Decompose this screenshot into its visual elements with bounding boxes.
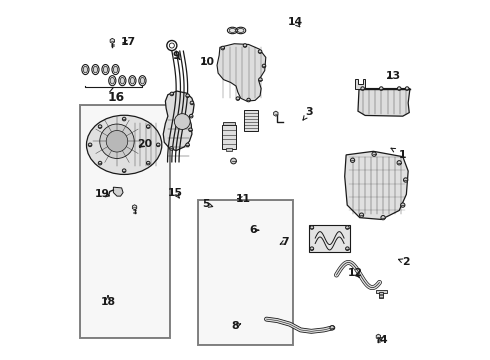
Bar (221, 125, 236, 149)
Text: 1: 1 (391, 148, 407, 160)
Circle shape (174, 114, 190, 130)
Bar (309, 225, 350, 252)
Ellipse shape (87, 115, 162, 175)
Circle shape (397, 161, 401, 165)
Circle shape (147, 161, 150, 165)
Text: 11: 11 (236, 194, 251, 204)
Circle shape (401, 203, 405, 207)
Text: 14: 14 (288, 17, 303, 27)
Circle shape (186, 143, 190, 147)
Circle shape (170, 92, 173, 96)
Circle shape (122, 169, 126, 172)
Circle shape (310, 247, 314, 251)
Polygon shape (217, 44, 266, 101)
Bar (226, 148, 232, 152)
Circle shape (88, 143, 92, 147)
Ellipse shape (83, 66, 88, 73)
Text: 10: 10 (200, 57, 215, 67)
Text: 16: 16 (108, 91, 125, 104)
Circle shape (98, 161, 102, 165)
Text: 13: 13 (386, 71, 401, 81)
Polygon shape (376, 334, 381, 339)
Circle shape (310, 226, 314, 229)
Bar (379, 292, 383, 298)
Circle shape (405, 87, 409, 90)
Polygon shape (344, 151, 408, 220)
Circle shape (345, 247, 349, 251)
Polygon shape (163, 91, 194, 150)
Circle shape (258, 50, 262, 53)
Ellipse shape (130, 77, 135, 84)
Polygon shape (355, 79, 366, 89)
Text: 12: 12 (348, 268, 363, 278)
Circle shape (156, 143, 160, 147)
Circle shape (186, 94, 190, 98)
Circle shape (236, 97, 240, 100)
Circle shape (350, 158, 355, 162)
Ellipse shape (120, 77, 124, 84)
Circle shape (361, 87, 365, 90)
Bar (80, 105, 170, 338)
Circle shape (403, 178, 408, 182)
Ellipse shape (93, 66, 98, 73)
Text: 15: 15 (168, 188, 183, 198)
Bar (198, 200, 294, 345)
Text: 2: 2 (398, 257, 410, 267)
Circle shape (100, 124, 134, 158)
Circle shape (170, 147, 173, 150)
Ellipse shape (140, 77, 145, 84)
Circle shape (381, 216, 385, 220)
Circle shape (98, 125, 102, 129)
Circle shape (190, 114, 193, 118)
Ellipse shape (113, 66, 118, 73)
Circle shape (106, 131, 128, 152)
Ellipse shape (229, 28, 236, 32)
Circle shape (122, 117, 126, 121)
Circle shape (247, 98, 250, 102)
Circle shape (259, 78, 262, 81)
Polygon shape (358, 89, 410, 116)
Text: 7: 7 (280, 237, 289, 247)
Ellipse shape (238, 28, 244, 32)
Polygon shape (274, 111, 278, 116)
Text: 19: 19 (95, 189, 110, 199)
Text: 6: 6 (249, 225, 259, 235)
Circle shape (243, 44, 247, 47)
Polygon shape (132, 205, 137, 210)
Circle shape (190, 101, 194, 105)
Circle shape (359, 213, 364, 217)
Circle shape (345, 226, 349, 229)
Circle shape (189, 128, 192, 132)
Text: 4: 4 (378, 334, 387, 345)
Circle shape (330, 325, 334, 330)
Text: 20: 20 (137, 139, 152, 149)
Bar (244, 111, 258, 131)
Circle shape (147, 125, 150, 129)
Polygon shape (110, 39, 115, 43)
Circle shape (397, 87, 401, 90)
Text: 18: 18 (100, 296, 116, 307)
Bar (223, 122, 235, 125)
Circle shape (379, 87, 383, 90)
Text: 5: 5 (202, 199, 213, 210)
Circle shape (231, 158, 236, 164)
Polygon shape (113, 187, 123, 196)
Circle shape (221, 46, 224, 50)
Text: 9: 9 (172, 50, 180, 60)
Bar (376, 290, 387, 293)
Text: 8: 8 (232, 321, 241, 331)
Text: 17: 17 (121, 37, 136, 47)
Text: 3: 3 (303, 107, 314, 120)
Circle shape (372, 152, 376, 156)
Ellipse shape (103, 66, 108, 73)
Ellipse shape (110, 77, 115, 84)
Circle shape (262, 64, 266, 68)
